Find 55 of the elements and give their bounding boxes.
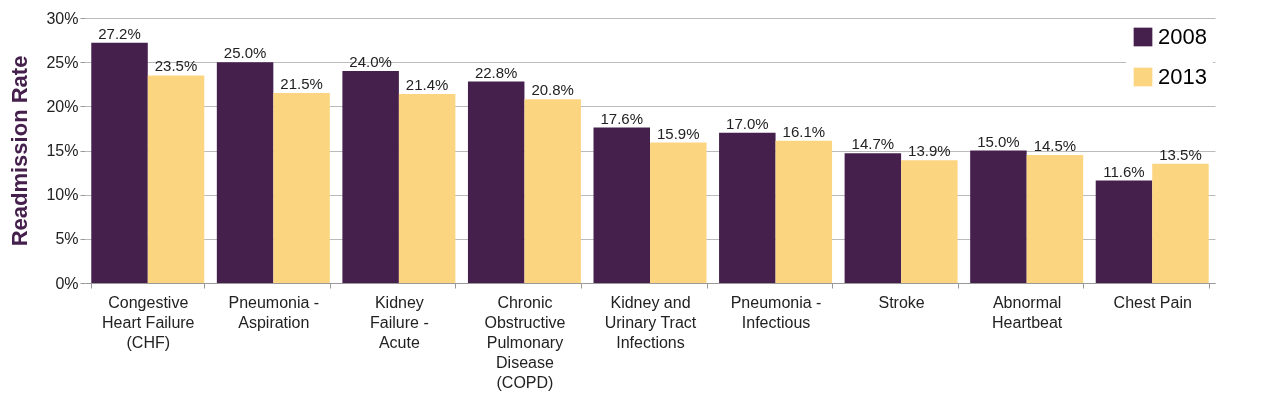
data-label: 11.6% (1103, 162, 1145, 180)
legend-label: 2008 (1158, 24, 1207, 49)
bar (775, 140, 833, 283)
data-label: 14.7% (851, 135, 895, 153)
bar (216, 62, 274, 283)
data-label: 15.9% (656, 124, 700, 142)
x-tick-label: Kidney and Urinary Tract Infections (604, 293, 697, 351)
bar (650, 142, 707, 283)
data-label: 16.1% (782, 122, 826, 140)
bar (1152, 163, 1209, 283)
bar (342, 71, 399, 283)
data-label: 17.0% (726, 114, 769, 132)
y-tick-label: 25% (46, 53, 79, 71)
data-label: 21.5% (280, 75, 323, 93)
x-tick-label: Stroke (878, 293, 925, 311)
bar (524, 99, 581, 283)
y-axis-title: Readmission Rate (7, 55, 33, 247)
bar (398, 93, 456, 283)
data-label: 13.5% (1159, 145, 1202, 163)
data-label: 15.0% (977, 132, 1020, 150)
legend-label: 2013 (1158, 64, 1207, 89)
bar (147, 75, 205, 283)
y-tick-label: 10% (46, 186, 79, 204)
bar (1026, 154, 1084, 283)
x-tick-label: Kidney Failure - Acute (370, 293, 429, 351)
data-label: 21.4% (405, 75, 449, 93)
data-label: 27.2% (98, 24, 141, 42)
data-label: 17.6% (600, 109, 644, 127)
data-label: 20.8% (531, 81, 574, 99)
x-tick-label: Abnormal Heartbeat (992, 293, 1063, 331)
x-tick-label: Congestive Heart Failure (CHF) (102, 293, 195, 351)
x-tick-label: Chest Pain (1113, 293, 1192, 311)
bar (593, 127, 650, 283)
data-label: 24.0% (349, 53, 392, 70)
bar (467, 81, 525, 283)
x-tick-label: Pneumonia - Aspiration (228, 293, 320, 331)
data-label: 22.8% (474, 63, 518, 81)
bar (970, 150, 1027, 283)
bar (844, 153, 902, 283)
data-label: 25.0% (223, 44, 267, 62)
y-tick-label: 5% (55, 230, 79, 248)
x-tick-label: Chronic Obstructive Pulmonary Disease (COPD) (484, 293, 566, 391)
x-tick-label: Pneumonia - Infectious (730, 293, 822, 331)
y-tick-label: 30% (46, 9, 79, 27)
data-label: 13.9% (908, 142, 951, 160)
data-label: 14.5% (1033, 136, 1077, 154)
y-tick-label: 20% (46, 97, 79, 115)
y-tick-label: 15% (46, 142, 79, 159)
data-label: 23.5% (154, 57, 198, 75)
bar (1095, 180, 1153, 283)
y-tick-label: 0% (55, 274, 79, 292)
bar (273, 93, 330, 283)
bar (719, 132, 776, 283)
bar (91, 42, 148, 283)
bar (901, 160, 958, 283)
